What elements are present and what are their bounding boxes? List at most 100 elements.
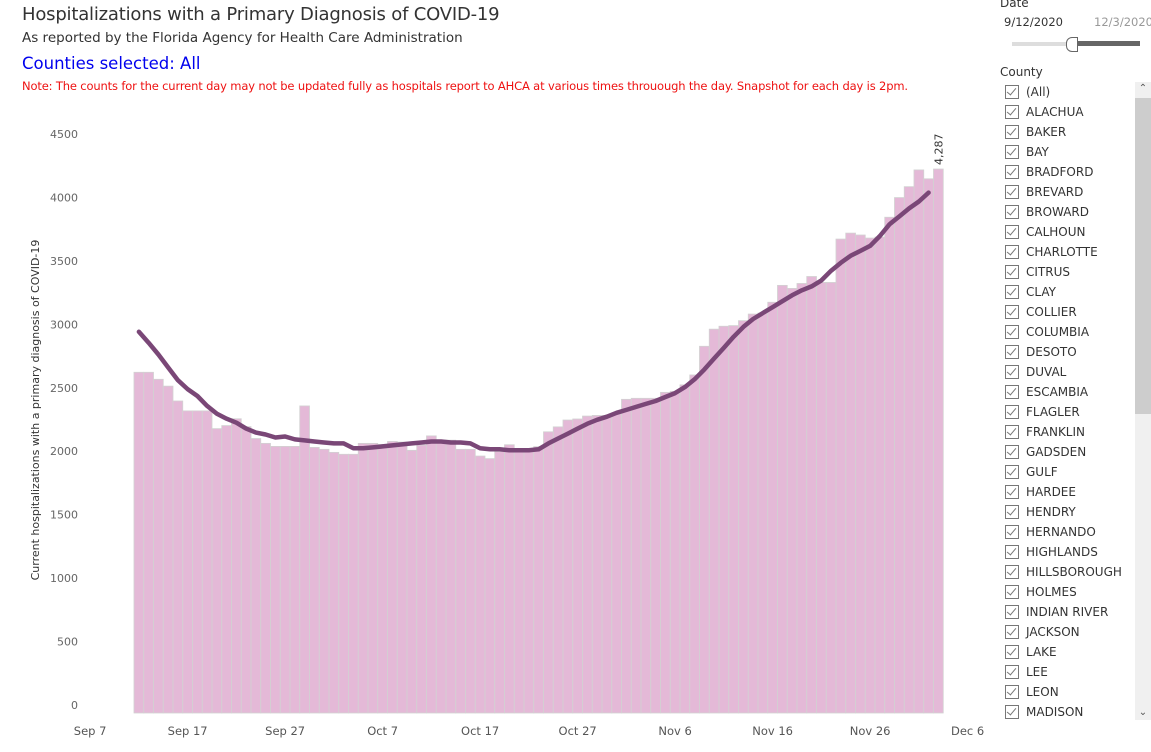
bar[interactable] bbox=[796, 283, 808, 714]
checkbox-checked-icon[interactable] bbox=[1005, 165, 1019, 179]
checkbox-checked-icon[interactable] bbox=[1005, 205, 1019, 219]
county-item[interactable]: LAKE bbox=[1005, 642, 1057, 662]
county-item[interactable]: HIGHLANDS bbox=[1005, 542, 1098, 562]
bar[interactable] bbox=[445, 439, 457, 714]
bar[interactable] bbox=[133, 371, 145, 714]
bar[interactable] bbox=[279, 446, 291, 714]
bar[interactable] bbox=[543, 431, 554, 714]
checkbox-checked-icon[interactable] bbox=[1005, 705, 1019, 719]
bar[interactable] bbox=[816, 282, 827, 714]
bar[interactable] bbox=[933, 168, 944, 714]
checkbox-checked-icon[interactable] bbox=[1005, 105, 1019, 119]
bar[interactable] bbox=[835, 238, 847, 714]
bar[interactable] bbox=[894, 197, 905, 714]
bar[interactable] bbox=[396, 441, 408, 714]
bar[interactable] bbox=[318, 448, 330, 714]
bar[interactable] bbox=[903, 186, 915, 714]
bar[interactable] bbox=[270, 446, 281, 714]
bar[interactable] bbox=[855, 234, 866, 714]
bar[interactable] bbox=[923, 178, 934, 714]
checkbox-checked-icon[interactable] bbox=[1005, 665, 1019, 679]
county-item[interactable]: HOLMES bbox=[1005, 582, 1077, 602]
checkbox-checked-icon[interactable] bbox=[1005, 645, 1019, 659]
checkbox-checked-icon[interactable] bbox=[1005, 265, 1019, 279]
bar[interactable] bbox=[162, 385, 174, 714]
bar[interactable] bbox=[757, 312, 769, 714]
bar[interactable] bbox=[660, 391, 671, 714]
county-item[interactable]: GULF bbox=[1005, 462, 1058, 482]
bar[interactable] bbox=[747, 313, 759, 714]
county-item[interactable]: MADISON bbox=[1005, 702, 1083, 722]
bar[interactable] bbox=[513, 451, 525, 714]
chevron-down-icon[interactable]: ⌄ bbox=[1138, 707, 1148, 718]
checkbox-checked-icon[interactable] bbox=[1005, 405, 1019, 419]
checkbox-checked-icon[interactable] bbox=[1005, 505, 1019, 519]
bar[interactable] bbox=[806, 276, 817, 714]
checkbox-checked-icon[interactable] bbox=[1005, 325, 1019, 339]
county-item[interactable]: (All) bbox=[1005, 82, 1050, 102]
bar[interactable] bbox=[143, 371, 154, 714]
county-item[interactable]: LEE bbox=[1005, 662, 1048, 682]
county-item[interactable]: ESCAMBIA bbox=[1005, 382, 1088, 402]
bar[interactable] bbox=[474, 455, 486, 714]
county-item[interactable]: COLLIER bbox=[1005, 302, 1077, 322]
checkbox-checked-icon[interactable] bbox=[1005, 445, 1019, 459]
bar[interactable] bbox=[728, 325, 739, 714]
checkbox-checked-icon[interactable] bbox=[1005, 85, 1019, 99]
bar[interactable] bbox=[250, 438, 262, 714]
bar[interactable] bbox=[455, 448, 466, 714]
checkbox-checked-icon[interactable] bbox=[1005, 625, 1019, 639]
checkbox-checked-icon[interactable] bbox=[1005, 425, 1019, 439]
bar[interactable] bbox=[484, 458, 496, 714]
county-item[interactable]: HILLSBOROUGH bbox=[1005, 562, 1122, 582]
bar[interactable] bbox=[328, 451, 340, 714]
bar[interactable] bbox=[309, 447, 320, 714]
bar[interactable] bbox=[669, 390, 681, 714]
bar[interactable] bbox=[699, 345, 710, 714]
checkbox-checked-icon[interactable] bbox=[1005, 245, 1019, 259]
checkbox-checked-icon[interactable] bbox=[1005, 125, 1019, 139]
checkbox-checked-icon[interactable] bbox=[1005, 465, 1019, 479]
bar[interactable] bbox=[533, 446, 544, 714]
bar[interactable] bbox=[582, 415, 593, 714]
bar[interactable] bbox=[621, 398, 632, 714]
bar[interactable] bbox=[874, 236, 886, 714]
checkbox-checked-icon[interactable] bbox=[1005, 385, 1019, 399]
bar[interactable] bbox=[562, 419, 574, 714]
bar[interactable] bbox=[786, 288, 798, 714]
county-list-scrollbar[interactable]: ⌃ ⌄ bbox=[1135, 82, 1151, 720]
checkbox-checked-icon[interactable] bbox=[1005, 365, 1019, 379]
county-item[interactable]: FLAGLER bbox=[1005, 402, 1080, 422]
bar[interactable] bbox=[240, 426, 252, 714]
bar[interactable] bbox=[630, 397, 642, 714]
bar[interactable] bbox=[416, 444, 427, 714]
county-item[interactable]: CLAY bbox=[1005, 282, 1056, 302]
bar[interactable] bbox=[289, 446, 301, 714]
bar[interactable] bbox=[640, 397, 652, 714]
bar[interactable] bbox=[201, 410, 213, 714]
checkbox-checked-icon[interactable] bbox=[1005, 345, 1019, 359]
bar[interactable] bbox=[913, 169, 925, 714]
bar[interactable] bbox=[406, 449, 418, 714]
chevron-up-icon[interactable]: ⌃ bbox=[1138, 83, 1148, 94]
checkbox-checked-icon[interactable] bbox=[1005, 525, 1019, 539]
bar[interactable] bbox=[172, 400, 184, 714]
bar[interactable] bbox=[679, 384, 691, 714]
bar[interactable] bbox=[572, 418, 583, 714]
bar[interactable] bbox=[689, 374, 700, 714]
county-item[interactable]: FRANKLIN bbox=[1005, 422, 1085, 442]
bar[interactable] bbox=[387, 441, 398, 714]
county-item[interactable]: GADSDEN bbox=[1005, 442, 1086, 462]
bar[interactable] bbox=[153, 378, 164, 714]
checkbox-checked-icon[interactable] bbox=[1005, 565, 1019, 579]
checkbox-checked-icon[interactable] bbox=[1005, 485, 1019, 499]
bar[interactable] bbox=[426, 435, 437, 714]
bar[interactable] bbox=[845, 232, 856, 714]
county-item[interactable]: HENDRY bbox=[1005, 502, 1076, 522]
slider-handle[interactable] bbox=[1066, 37, 1078, 52]
scrollbar-thumb[interactable] bbox=[1135, 98, 1151, 414]
bar[interactable] bbox=[367, 442, 379, 714]
bar[interactable] bbox=[825, 282, 837, 714]
bar[interactable] bbox=[718, 325, 730, 714]
county-item[interactable]: DUVAL bbox=[1005, 362, 1066, 382]
